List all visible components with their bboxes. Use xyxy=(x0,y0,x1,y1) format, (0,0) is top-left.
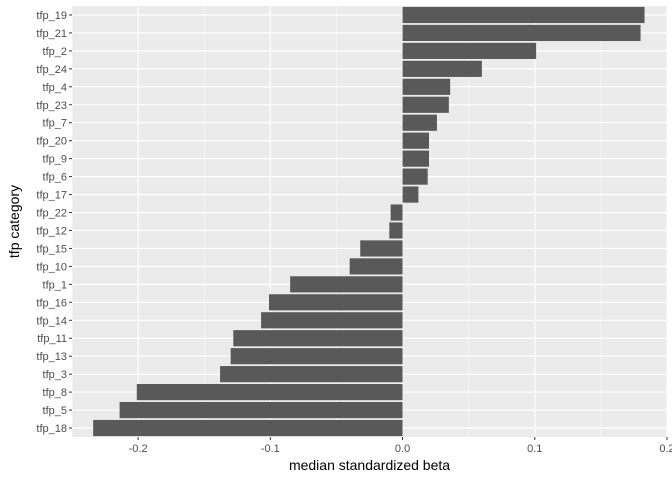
bars xyxy=(93,6,645,437)
y-tick-label: tfp_2 xyxy=(43,46,67,58)
bar-tfp_21 xyxy=(402,24,641,42)
bar-tfp_24 xyxy=(402,60,482,77)
bar-tfp_3 xyxy=(220,366,403,383)
y-tick-label: tfp_5 xyxy=(43,405,67,417)
y-tick-label: tfp_17 xyxy=(36,190,67,202)
bar-tfp_22 xyxy=(390,204,403,221)
bar-tfp_20 xyxy=(402,132,429,149)
x-tick-label: 0.0 xyxy=(395,443,410,455)
y-tick-label: tfp_19 xyxy=(36,10,67,22)
bar-tfp_6 xyxy=(402,168,428,185)
x-tick-label: 0.2 xyxy=(659,443,672,455)
bar-tfp_10 xyxy=(349,258,403,275)
bar-tfp_15 xyxy=(360,240,403,257)
y-tick-label: tfp_23 xyxy=(36,100,67,112)
bar-tfp_14 xyxy=(261,312,403,329)
bar-tfp_18 xyxy=(93,419,403,437)
x-tick-label: -0.2 xyxy=(129,443,148,455)
y-tick-label: tfp_22 xyxy=(36,208,67,220)
x-tick-label: -0.1 xyxy=(261,443,280,455)
x-axis-title: median standardized beta xyxy=(289,457,450,473)
bar-tfp_1 xyxy=(290,276,403,293)
y-tick-label: tfp_12 xyxy=(36,225,67,237)
bar-tfp_5 xyxy=(119,401,403,419)
y-axis-title: tfp category xyxy=(6,185,22,258)
bar-tfp_8 xyxy=(136,384,403,401)
y-tick-label: tfp_3 xyxy=(43,369,67,381)
y-tick-label: tfp_7 xyxy=(43,118,67,130)
y-tick-label: tfp_11 xyxy=(37,333,67,345)
bar-tfp_4 xyxy=(402,78,451,95)
bar-tfp_23 xyxy=(402,96,449,113)
bar-tfp_11 xyxy=(233,330,403,347)
y-tick-label: tfp_1 xyxy=(43,279,67,291)
x-tick-label: 0.1 xyxy=(527,443,542,455)
bar-tfp_9 xyxy=(402,150,429,167)
plot-panel xyxy=(72,6,667,437)
bar-tfp_2 xyxy=(402,42,537,59)
y-tick-label: tfp_24 xyxy=(36,64,67,76)
x-axis: -0.2 -0.1 0.0 0.1 0.2 xyxy=(129,437,672,455)
y-tick-label: tfp_8 xyxy=(43,387,67,399)
bar-tfp_12 xyxy=(389,222,403,239)
y-tick-label: tfp_10 xyxy=(36,261,67,273)
y-tick-label: tfp_18 xyxy=(36,423,67,435)
bar-tfp_16 xyxy=(269,294,403,311)
grid-minor xyxy=(71,6,602,437)
bar-tfp_17 xyxy=(402,186,419,203)
y-tick-label: tfp_9 xyxy=(43,154,67,166)
y-tick-label: tfp_14 xyxy=(36,315,67,327)
bar-tfp_13 xyxy=(230,348,403,365)
y-tick-label: tfp_16 xyxy=(36,297,67,309)
bar-tfp_7 xyxy=(402,114,437,131)
y-axis: tfp_19 tfp_21 tfp_2 tfp_24 tfp_4 tfp_23 tfp_7t… xyxy=(36,10,72,435)
y-tick-label: tfp_21 xyxy=(36,28,67,40)
y-tick-label: tfp_13 xyxy=(36,351,67,363)
y-tick-label: tfp_4 xyxy=(43,82,67,94)
bar-tfp_19 xyxy=(402,6,645,24)
y-tick-label: tfp_15 xyxy=(36,243,67,255)
y-tick-label: tfp_20 xyxy=(36,136,67,148)
y-tick-label: tfp_6 xyxy=(43,172,67,184)
